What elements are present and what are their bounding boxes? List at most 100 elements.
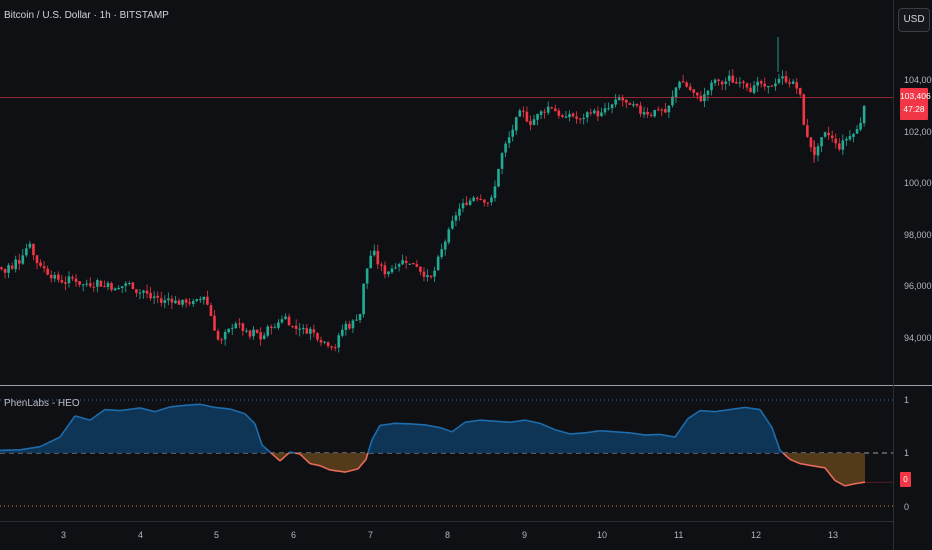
oscillator-line [280,458,283,461]
oscillator-line [265,447,268,450]
oscillator-line [69,421,72,424]
candle-body [589,112,593,114]
candle-body [145,290,149,294]
oscillator-line [376,428,379,432]
candle-body [404,260,408,263]
oscillator-line [778,447,781,451]
oscillator-line [457,426,460,429]
price-axis-label: 96,000 [904,281,932,291]
time-axis-label: 4 [138,530,144,540]
oscillator-line [281,457,284,460]
oscillator-line [92,416,95,419]
candle-body [742,81,745,83]
oscillator-line [98,412,101,415]
candle-body [660,109,664,111]
oscillator-line [843,484,846,487]
oscillator-line [837,481,840,484]
oscillator-line [691,414,694,417]
oscillator-line [61,432,64,435]
oscillator-line [372,435,375,439]
oscillator-line [270,452,273,455]
oscillator-line [370,439,373,444]
oscillator-line [451,430,454,433]
candle-body [14,259,17,270]
candle-body [752,85,756,93]
oscillator-line [767,421,770,424]
oscillator-line [271,453,274,456]
candle-body [767,86,770,88]
currency-button[interactable]: USD [898,8,930,32]
oscillator-line [306,460,309,463]
candle-body [614,99,617,105]
candle-body [674,87,678,98]
candle-body [294,325,298,329]
oscillator-line [780,450,783,453]
candle-body [362,283,365,315]
candle-body [135,289,138,293]
oscillator-line [99,411,102,414]
oscillator-line [364,458,367,462]
candle-body [259,332,262,340]
oscillator-line [246,415,249,418]
oscillator-line [836,480,839,483]
oscillator-line [764,416,767,419]
oscillator-line [374,432,377,435]
candle-body [88,283,92,287]
oscillator-line [269,451,272,454]
candle-body [301,327,305,329]
oscillator-line [360,463,363,466]
oscillator-line [826,469,829,473]
oscillator-line [783,453,786,456]
candle-body [827,132,830,136]
candle-body [795,82,798,89]
candle-body [96,280,99,287]
candle-body [646,111,649,115]
oscillator-line [373,433,376,437]
oscillator-line [305,459,308,462]
time-axis-label: 12 [751,530,762,540]
candle-body [209,305,213,317]
oscillator-line [763,415,766,418]
oscillator-line [689,415,692,418]
candle-body [830,135,834,139]
candle-body [745,83,749,88]
oscillator-line [761,412,764,415]
oscillator-line [458,425,461,428]
candle-body [152,296,156,298]
oscillator-line [262,445,265,448]
candle-body [415,264,419,267]
candle-body [131,282,135,289]
oscillator-line [62,430,65,434]
candle-body [78,281,81,285]
symbol-title[interactable]: Bitcoin / U.S. Dollar · 1h · BITSTAMP [4,10,169,21]
candle-body [731,75,735,83]
oscillator-line [375,430,378,433]
candle-body [174,300,177,304]
candle-body [266,326,270,336]
candle-body [564,116,568,118]
oscillator-line [359,464,362,468]
candle-body [117,287,120,290]
time-axis-label: 11 [674,530,684,540]
candle-body [635,103,639,106]
candle-body [486,202,490,204]
candle-body [834,138,838,144]
oscillator-line [463,421,466,424]
oscillator-line [93,415,96,418]
candle-body [621,97,625,101]
candle-body [820,137,823,147]
oscillator-line [765,418,768,421]
candle-body [664,109,667,113]
candle-body [738,82,742,84]
candle-body [74,278,78,282]
candle-body [326,342,330,347]
candle-body [600,112,603,117]
candle-body [656,109,660,111]
candle-body [380,264,383,266]
indicator-title[interactable]: PhenLabs - HEO [4,398,80,409]
oscillator-line [273,454,276,458]
candle-body [504,143,507,153]
candle-body [490,197,493,203]
candle-body [92,286,96,288]
